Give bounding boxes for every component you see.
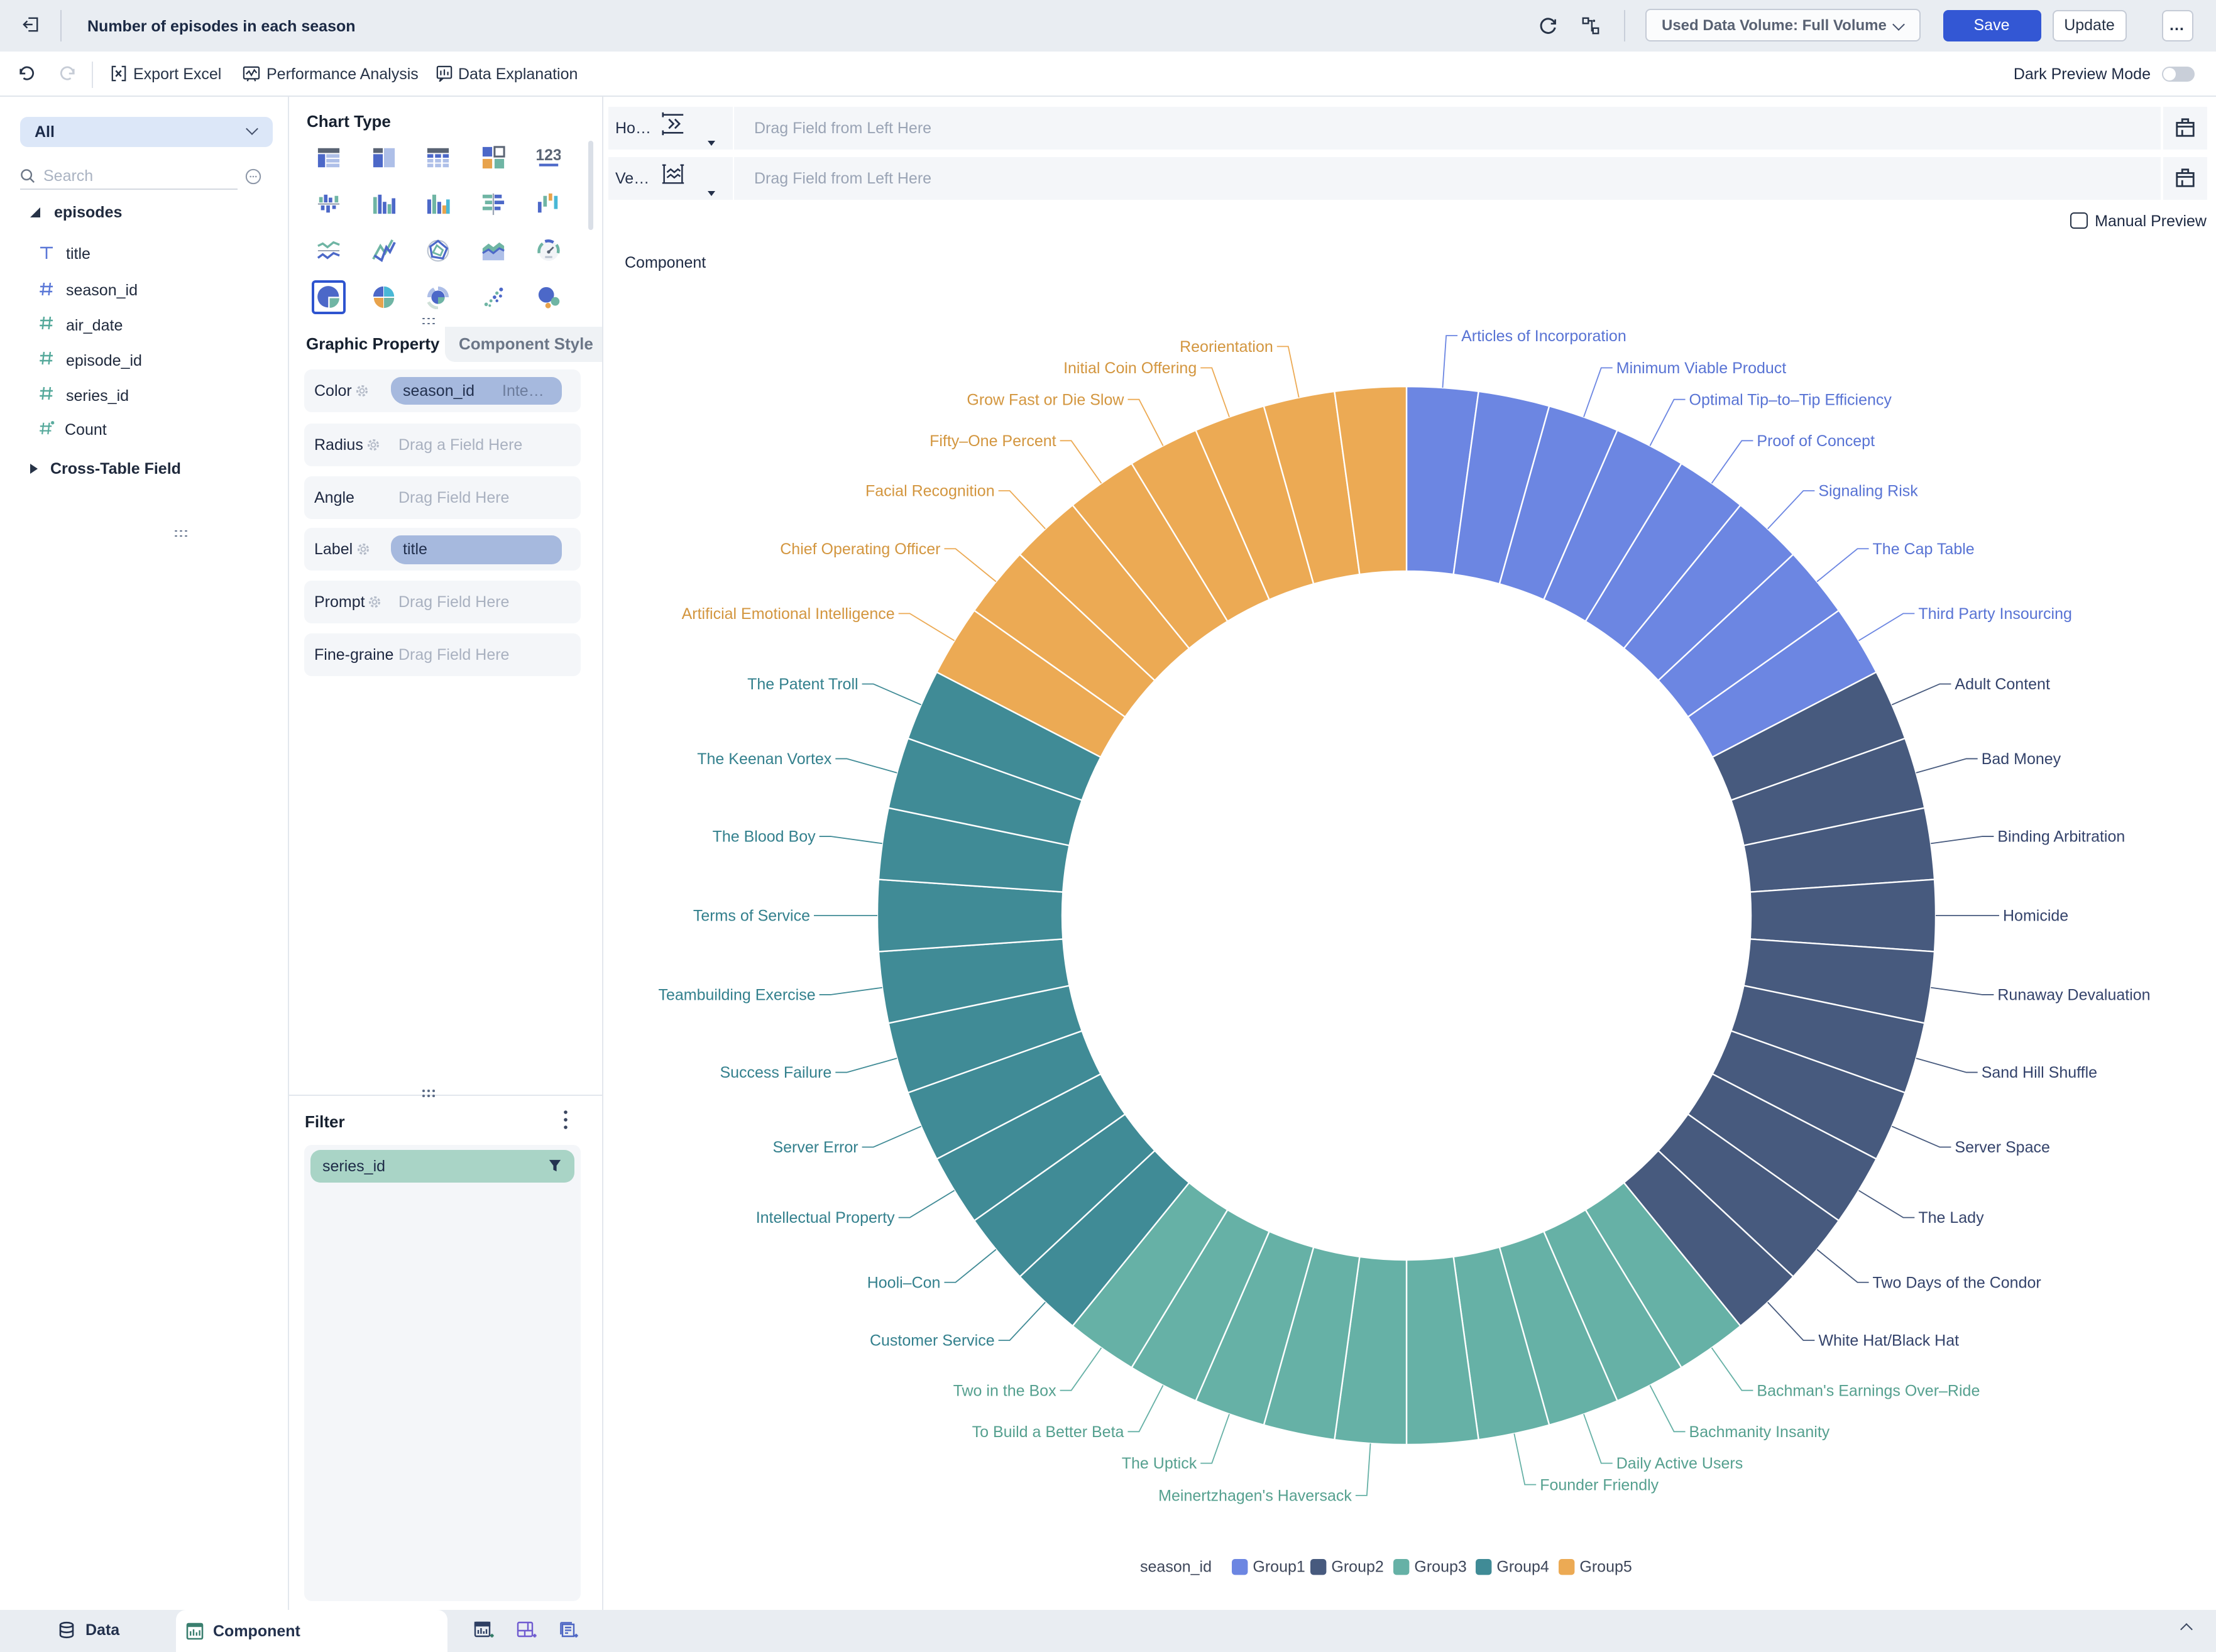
svg-text:The Cap Table: The Cap Table [1873,540,1975,557]
svg-text:Grow Fast or Die Slow: Grow Fast or Die Slow [967,390,1124,408]
svg-text:Daily Active Users: Daily Active Users [1616,1454,1743,1472]
svg-text:The Blood Boy: The Blood Boy [713,828,816,845]
svg-text:season_id: season_id [1140,1557,1212,1575]
svg-text:Two Days of the Condor: Two Days of the Condor [1873,1273,2041,1291]
svg-text:Artificial Emotional Intellige: Artificial Emotional Intelligence [682,604,895,622]
svg-text:Success Failure: Success Failure [720,1063,831,1081]
svg-text:Two in the Box: Two in the Box [953,1381,1056,1399]
svg-text:Group3: Group3 [1414,1557,1466,1575]
svg-text:123: 123 [536,146,560,163]
svg-text:Homicide: Homicide [2003,907,2068,924]
svg-text:The Keenan Vortex: The Keenan Vortex [697,750,832,767]
svg-text:The Uptick: The Uptick [1122,1454,1197,1472]
svg-text:Facial Recognition: Facial Recognition [865,482,995,500]
svg-text:Sand Hill Shuffle: Sand Hill Shuffle [1982,1063,2097,1081]
svg-text:Founder Friendly: Founder Friendly [1540,1475,1659,1493]
svg-text:Initial Coin Offering: Initial Coin Offering [1063,359,1197,376]
svg-text:The Patent Troll: The Patent Troll [747,675,858,692]
svg-text:Server Error: Server Error [772,1138,858,1156]
svg-text:Group5: Group5 [1579,1557,1632,1575]
svg-text:Articles of Incorporation: Articles of Incorporation [1461,327,1626,344]
svg-text:Optimal Tip–to–Tip Efficiency: Optimal Tip–to–Tip Efficiency [1689,390,1892,408]
svg-text:Reorientation: Reorientation [1180,337,1273,355]
svg-text:Meinertzhagen's Haversack: Meinertzhagen's Haversack [1158,1486,1352,1504]
svg-text:Adult Content: Adult Content [1955,675,2050,692]
svg-text:Runaway Devaluation: Runaway Devaluation [1997,986,2150,1004]
svg-text:Hooli–Con: Hooli–Con [867,1273,941,1291]
svg-text:Bad Money: Bad Money [1982,750,2061,767]
svg-text:Minimum Viable Product: Minimum Viable Product [1616,359,1787,376]
svg-text:Bachmanity Insanity: Bachmanity Insanity [1689,1423,1830,1440]
svg-text:Chief Operating Officer: Chief Operating Officer [780,540,940,557]
svg-text:White Hat/Black Hat: White Hat/Black Hat [1818,1332,1959,1349]
svg-text:Bachman's Earnings Over–Ride: Bachman's Earnings Over–Ride [1757,1381,1980,1399]
svg-text:Intellectual Property: Intellectual Property [756,1208,895,1226]
svg-text:Signaling Risk: Signaling Risk [1818,482,1918,500]
svg-text:Customer Service: Customer Service [870,1332,995,1349]
svg-text:The Lady: The Lady [1918,1208,1984,1226]
svg-text:Group1: Group1 [1253,1557,1305,1575]
svg-text:Proof of Concept: Proof of Concept [1757,432,1875,449]
svg-text:Binding Arbitration: Binding Arbitration [1997,828,2125,845]
svg-text:To Build a Better Beta: To Build a Better Beta [972,1423,1124,1440]
svg-text:Fifty–One Percent: Fifty–One Percent [930,432,1056,449]
svg-text:Terms of Service: Terms of Service [693,907,810,924]
svg-text:Group4: Group4 [1496,1557,1549,1575]
svg-text:Group2: Group2 [1331,1557,1383,1575]
svg-text:Teambuilding Exercise: Teambuilding Exercise [658,986,815,1004]
svg-text:Server Space: Server Space [1955,1138,2049,1156]
svg-text:Third Party Insourcing: Third Party Insourcing [1918,604,2072,622]
